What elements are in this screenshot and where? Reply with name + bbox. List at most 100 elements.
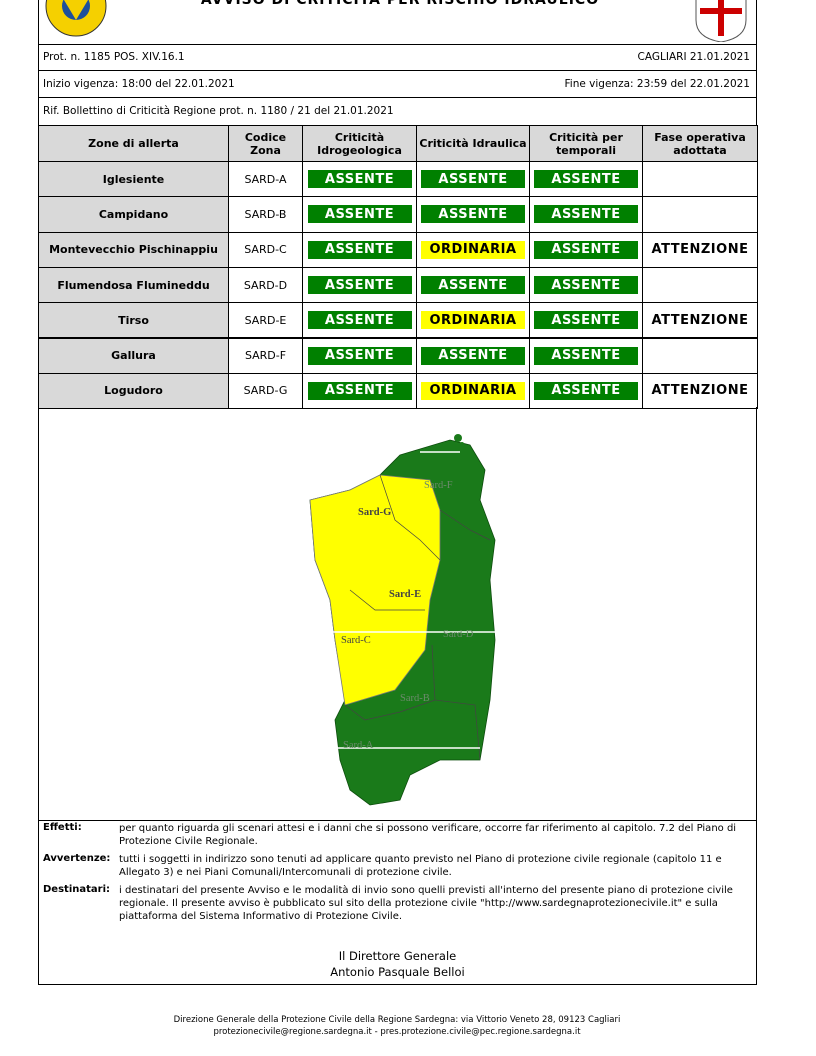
table-cell: ASSENTE	[302, 231, 417, 268]
zone-label: Sard-F	[424, 480, 453, 491]
table-cell	[642, 196, 758, 233]
body-frame	[38, 407, 757, 985]
table-cell: SARD-G	[228, 372, 303, 410]
zone-label: Sard-D	[443, 629, 474, 640]
table-cell: SARD-F	[228, 337, 303, 374]
note-label: Destinatari:	[43, 884, 110, 895]
table-cell: ORDINARIA	[416, 231, 530, 268]
column-header: Criticità per temporali	[529, 125, 643, 162]
table-cell: ASSENTE	[416, 196, 530, 233]
level-badge: ASSENTE	[534, 381, 638, 400]
level-badge: ASSENTE	[307, 276, 412, 295]
level-badge: ASSENTE	[534, 170, 638, 189]
title: AVVISO DI CRITICITÀ PER RISCHIO IDRAULIC…	[200, 0, 600, 8]
islands	[454, 434, 464, 446]
level-badge: ASSENTE	[307, 240, 412, 259]
logo-left	[40, 0, 112, 40]
end: Fine vigenza: 23:59 del 22.01.2021	[564, 78, 750, 90]
separator	[38, 820, 757, 821]
note-text: i destinatari del presente Avviso e le m…	[119, 885, 733, 922]
zone-label: Sard-A	[343, 740, 374, 751]
zone-label: Sard-G	[358, 507, 391, 518]
column-header: Zone di allerta	[38, 125, 229, 162]
level-badge: ASSENTE	[307, 205, 412, 224]
table-cell: ASSENTE	[529, 337, 643, 374]
table-cell: Iglesiente	[38, 161, 229, 198]
table-cell: ATTENZIONE	[642, 231, 758, 268]
column-header: Codice Zona	[228, 125, 303, 162]
table-cell: ASSENTE	[302, 161, 417, 198]
column-header: Fase operativa adottata	[642, 125, 758, 162]
table-cell: Flumendosa Flumineddu	[38, 266, 229, 304]
signature: Il Direttore Generale Antonio Pasquale B…	[38, 948, 757, 980]
level-badge: ASSENTE	[307, 311, 412, 330]
table-cell: SARD-B	[228, 196, 303, 233]
table-cell: ASSENTE	[302, 302, 417, 339]
table-cell: SARD-D	[228, 266, 303, 304]
level-badge: ASSENTE	[421, 205, 525, 224]
table-cell: ASSENTE	[529, 266, 643, 304]
footer: Direzione Generale della Protezione Civi…	[0, 1014, 794, 1038]
table-cell: SARD-E	[228, 302, 303, 339]
table-cell: SARD-C	[228, 231, 303, 268]
start: Inizio vigenza: 18:00 del 22.01.2021	[43, 78, 235, 90]
table-cell: ORDINARIA	[416, 302, 530, 339]
table-cell: ASSENTE	[529, 231, 643, 268]
table-cell: ASSENTE	[416, 161, 530, 198]
table-cell: Tirso	[38, 302, 229, 339]
logo-right	[690, 0, 752, 43]
table-cell	[642, 337, 758, 374]
note-text: per quanto riguarda gli scenari attesi e…	[119, 823, 737, 847]
table-cell: ASSENTE	[302, 372, 417, 410]
level-badge: ASSENTE	[307, 170, 412, 189]
table-cell: ASSENTE	[302, 337, 417, 374]
note-label: Effetti:	[43, 822, 82, 833]
signature-role: Il Direttore Generale	[338, 949, 457, 963]
table-cell: ORDINARIA	[416, 372, 530, 410]
column-header: Criticità Idraulica	[416, 125, 530, 162]
table-cell: Logudoro	[38, 372, 229, 410]
level-badge: ASSENTE	[534, 276, 638, 295]
place-date: CAGLIARI 21.01.2021	[637, 51, 750, 63]
level-badge: ASSENTE	[421, 346, 525, 365]
level-badge: ASSENTE	[534, 240, 638, 259]
level-badge: ASSENTE	[534, 311, 638, 330]
level-badge: ASSENTE	[534, 205, 638, 224]
table-cell: ASSENTE	[529, 161, 643, 198]
zone-label: Sard-B	[400, 693, 430, 704]
level-badge: ORDINARIA	[421, 240, 525, 259]
level-badge: ASSENTE	[421, 276, 525, 295]
table-cell: ASSENTE	[302, 196, 417, 233]
level-badge: ORDINARIA	[421, 381, 525, 400]
table-cell: Gallura	[38, 337, 229, 374]
region-yellow	[309, 474, 441, 706]
zone-label: Sard-C	[341, 635, 371, 646]
note-text: tutti i soggetti in indirizzo sono tenut…	[119, 854, 722, 878]
table-cell: SARD-A	[228, 161, 303, 198]
header-frame	[38, 0, 757, 44]
table-cell: ASSENTE	[416, 266, 530, 304]
table-cell: ASSENTE	[302, 266, 417, 304]
table-cell: ATTENZIONE	[642, 302, 758, 339]
note-label: Avvertenze:	[43, 853, 111, 864]
region-borders	[344, 474, 491, 761]
table-cell: Campidano	[38, 196, 229, 233]
table-cell	[642, 161, 758, 198]
table-cell: ATTENZIONE	[642, 372, 758, 410]
level-badge: ASSENTE	[307, 381, 412, 400]
level-badge: ASSENTE	[534, 346, 638, 365]
level-badge: ASSENTE	[421, 170, 525, 189]
level-badge: ORDINARIA	[421, 311, 525, 330]
table-cell: ASSENTE	[416, 337, 530, 374]
prot: Prot. n. 1185 POS. XIV.16.1	[43, 51, 185, 63]
column-header: Criticità Idrogeologica	[302, 125, 417, 162]
level-badge: ASSENTE	[307, 346, 412, 365]
signature-name: Antonio Pasquale Belloi	[330, 965, 465, 979]
footer-line: protezionecivile@regione.sardegna.it - p…	[213, 1027, 581, 1037]
ref: Rif. Bollettino di Criticità Regione pro…	[43, 105, 394, 117]
table-cell: Montevecchio Pischinappiu	[38, 231, 229, 268]
table-cell	[642, 266, 758, 304]
table-cell: ASSENTE	[529, 196, 643, 233]
